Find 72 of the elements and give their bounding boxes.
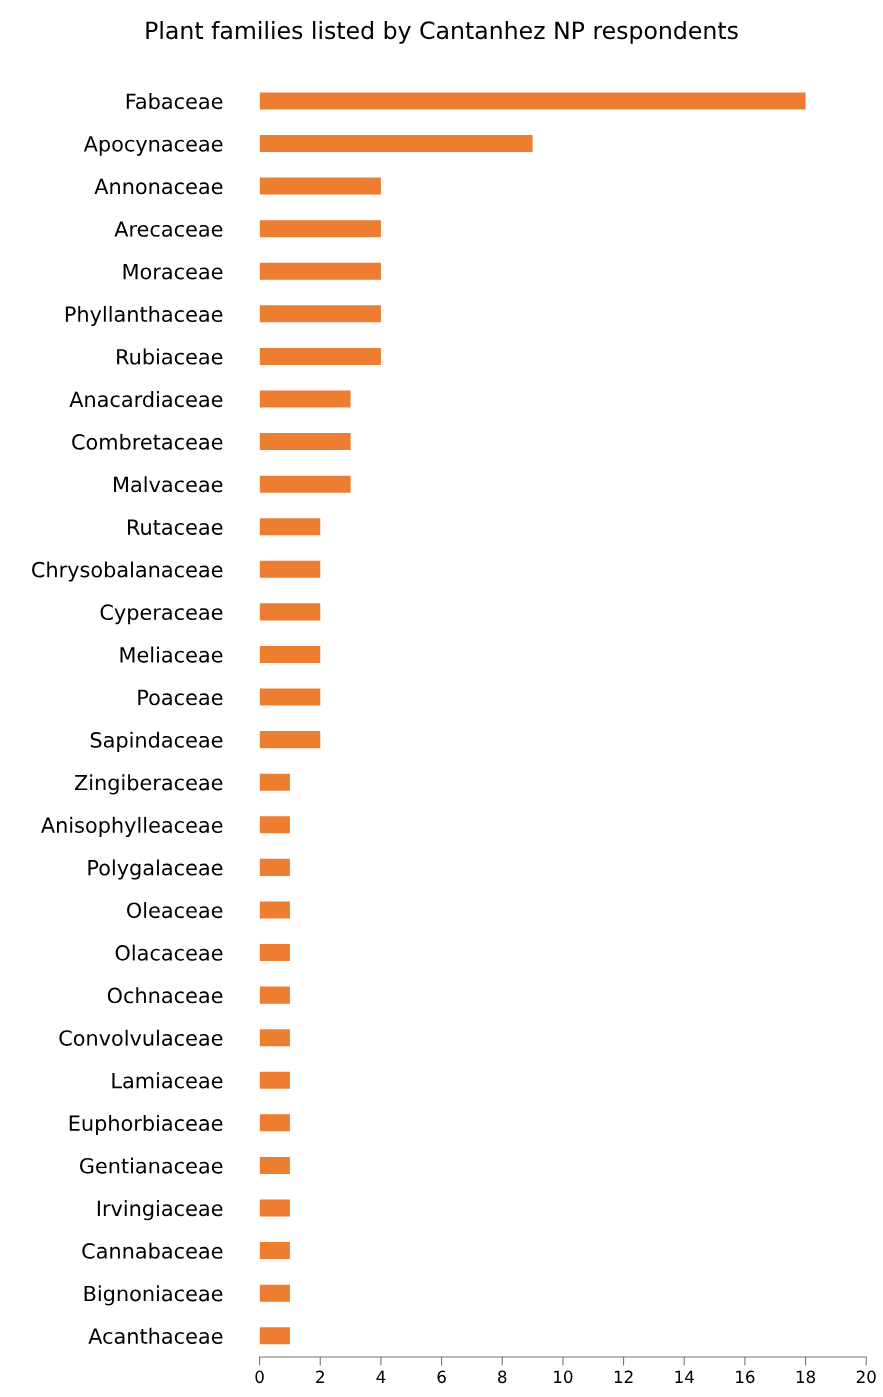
y-tick-label: Fabaceae — [126, 93, 223, 110]
bar — [259, 1029, 290, 1047]
y-tick-label: Irvingiaceae — [97, 1200, 223, 1221]
x-tick-label: 6 — [437, 1370, 446, 1384]
bar — [259, 92, 806, 110]
bar — [259, 518, 321, 536]
y-tick-label: Bignoniaceae — [84, 1285, 223, 1306]
bar — [259, 731, 321, 749]
y-tick-label: Rubiaceae — [117, 348, 223, 365]
bar — [259, 901, 290, 919]
y-tick-label: Combretaceae — [72, 433, 223, 450]
bar — [259, 688, 321, 706]
y-tick-label: Convolvulaceae — [59, 1029, 223, 1046]
x-tick-label: 18 — [796, 1370, 816, 1384]
bar — [259, 944, 290, 962]
bar — [259, 433, 351, 451]
x-tick-label: 20 — [856, 1370, 876, 1384]
x-tick-label: 8 — [498, 1370, 507, 1384]
y-tick-label: Ochnaceae — [107, 987, 223, 1004]
y-tick-label: Phyllanthaceae — [65, 305, 223, 327]
bar — [259, 1242, 290, 1260]
y-tick-label: Anisophylleaceae — [41, 816, 223, 838]
y-tick-label: Cannabaceae — [82, 1242, 223, 1259]
bar — [259, 560, 321, 578]
bar — [259, 1156, 290, 1174]
x-tick-label: 4 — [376, 1370, 386, 1383]
x-tick-label: 0 — [255, 1370, 264, 1384]
bar — [259, 858, 290, 876]
x-tick-label: 10 — [554, 1370, 573, 1384]
x-tick-label: 16 — [736, 1370, 755, 1384]
y-tick-label: Polygalaceae — [88, 859, 223, 880]
y-tick-label: Euphorbiaceae — [69, 1114, 223, 1136]
bar — [259, 177, 381, 195]
y-tick-label: Acanthaceae — [88, 1327, 223, 1344]
bar — [259, 603, 321, 621]
y-tick-label: Anacardiaceae — [69, 391, 223, 408]
y-tick-label: Meliaceae — [120, 646, 223, 663]
bar — [259, 645, 321, 663]
bar — [259, 1284, 290, 1302]
y-tick-label: Chrysobalanaceae — [32, 561, 223, 582]
bar — [259, 1114, 290, 1132]
bar — [259, 262, 381, 280]
bar — [259, 816, 290, 834]
bar — [259, 305, 381, 323]
y-tick-label: Olacaceae — [115, 944, 223, 961]
y-tick-label: Oleaceae — [127, 902, 223, 919]
x-tick-label: 14 — [675, 1370, 694, 1383]
y-tick-label: Gentianaceae — [79, 1157, 223, 1174]
y-tick-label: Moraceae — [123, 263, 223, 280]
x-tick-label: 12 — [614, 1370, 633, 1383]
y-tick-label: Zingiberaceae — [74, 774, 223, 795]
y-tick-label: Cyperaceae — [100, 604, 223, 625]
y-tick-label: Sapindaceae — [90, 731, 223, 752]
bar — [259, 1327, 290, 1345]
bar — [259, 390, 351, 408]
bar — [259, 773, 290, 791]
bar — [259, 1199, 290, 1217]
bar — [259, 986, 290, 1004]
bar — [259, 347, 381, 365]
y-tick-label: Annonaceae — [94, 178, 223, 195]
y-tick-label: Arecaceae — [114, 221, 223, 237]
bar — [259, 134, 533, 153]
y-tick-label: Lamiaceae — [112, 1072, 223, 1089]
x-tick-label: 2 — [316, 1370, 324, 1383]
y-tick-label: Poaceae — [138, 689, 223, 706]
bar — [259, 220, 381, 238]
chart-title: Plant families listed by Cantanhez NP respondents — [146, 20, 738, 44]
bar — [259, 475, 351, 493]
y-tick-label: Rutaceae — [128, 519, 223, 535]
y-tick-label: Malvaceae — [114, 476, 223, 493]
y-tick-label: Apocynaceae — [83, 136, 223, 156]
bar — [259, 1071, 290, 1089]
